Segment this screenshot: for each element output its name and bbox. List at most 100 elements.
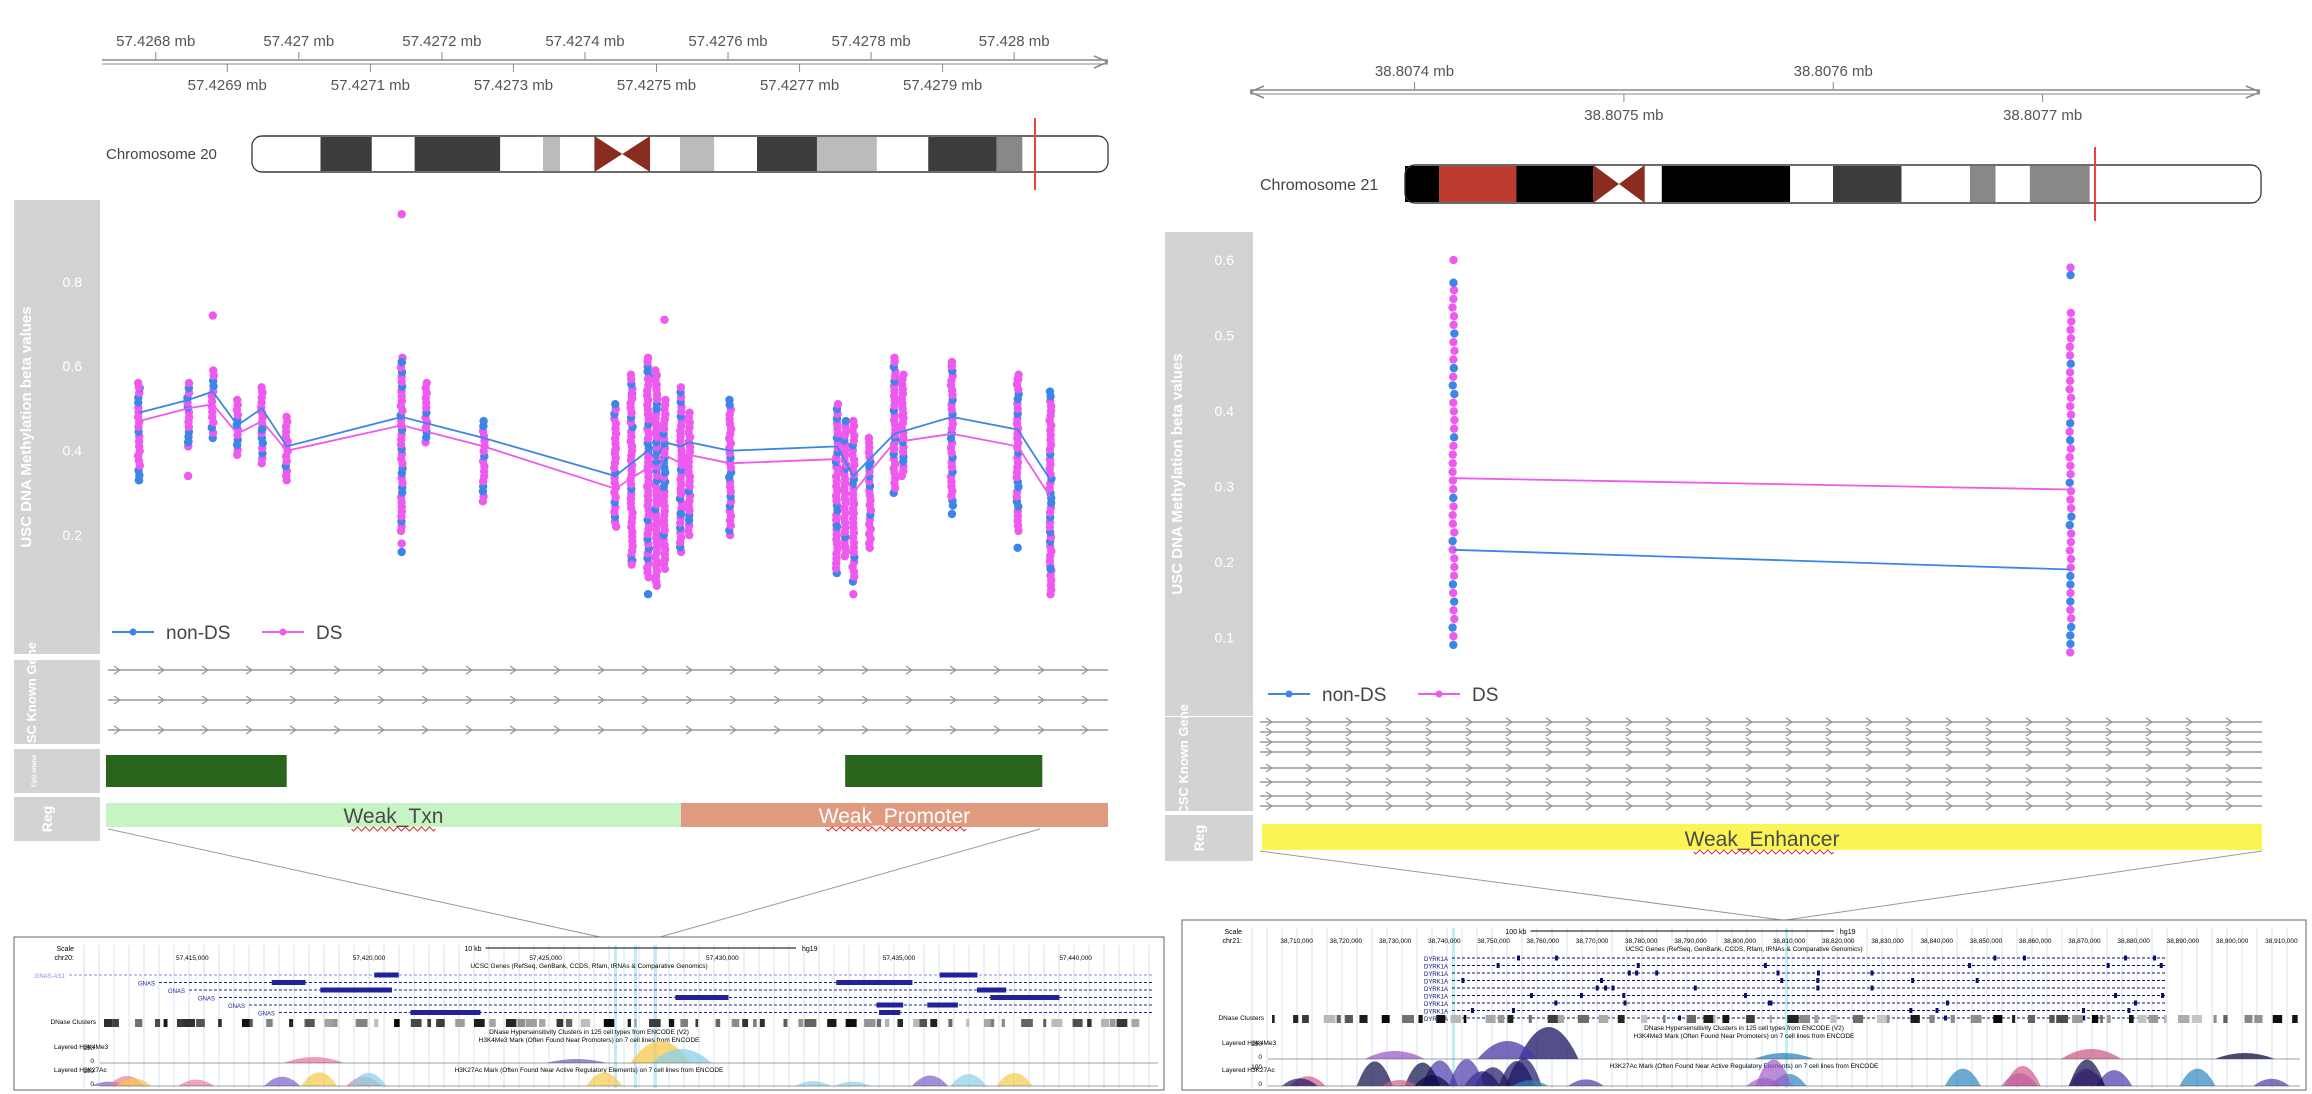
non-ds-point <box>1449 640 1458 650</box>
ds-point <box>1450 562 1459 572</box>
browser-dnase-cluster <box>163 1019 168 1027</box>
browser-dnase-cluster <box>1293 1015 1299 1023</box>
browser-h3k27ac-peak <box>2069 1059 2106 1086</box>
browser-coord: 57,435,000 <box>883 955 916 962</box>
ds-point <box>661 395 670 405</box>
strand-chevron <box>1265 717 1274 727</box>
zoom-line <box>1259 850 1783 921</box>
spellcheck-underline <box>351 826 436 832</box>
browser-dnase-cluster <box>731 1019 740 1027</box>
y-tick-label: 0.4 <box>1215 403 1235 419</box>
strand-chevron <box>1545 747 1554 757</box>
ds-point <box>2065 368 2075 377</box>
left-chromosome-label: Chromosome 20 <box>106 146 217 163</box>
browser-dnase-cluster <box>1787 1015 1799 1023</box>
strand-chevron <box>1785 801 1794 811</box>
strand-chevron <box>1585 791 1594 801</box>
browser-exon <box>2161 993 2165 998</box>
strand-chevron <box>1905 737 1914 747</box>
strand-chevron <box>2065 777 2074 787</box>
ds-point <box>2066 563 2075 572</box>
strand-chevron <box>465 725 474 735</box>
browser-gene-name: GNAS <box>198 997 215 1003</box>
strand-chevron <box>201 695 210 705</box>
axis-tick-label: 38.8077 mb <box>2003 107 2082 124</box>
left-cpg-track-label: CpG island <box>32 755 38 787</box>
strand-chevron <box>2105 791 2114 801</box>
strand-chevron <box>1745 717 1754 727</box>
non-ds-point <box>725 395 734 405</box>
browser-dnase-cluster <box>2056 1015 2069 1023</box>
strand-chevron <box>1985 747 1994 757</box>
strand-chevron <box>1865 763 1874 773</box>
axis-tick-label: 57.4279 mb <box>903 77 982 94</box>
strand-chevron <box>1305 777 1314 787</box>
right-reg-track-label: Reg <box>1191 825 1207 851</box>
y-tick-label: 0.2 <box>63 527 83 543</box>
strand-chevron <box>1505 717 1514 727</box>
strand-chevron <box>1745 777 1754 787</box>
browser-dnase-cluster <box>1485 1015 1496 1023</box>
strand-chevron <box>2065 727 2074 737</box>
y-tick-label: 0.6 <box>1215 252 1235 268</box>
browser-exon <box>1993 955 1997 961</box>
browser-dnase-cluster <box>1557 1015 1565 1023</box>
strand-chevron <box>1865 727 1874 737</box>
browser-dnase-cluster <box>715 1019 721 1027</box>
left-genome-axis: 57.4268 mb 57.427 mb 57.4272 mb 57.4274 mb 5… <box>102 33 1109 94</box>
browser-dnase-cluster <box>983 1019 993 1027</box>
strand-chevron <box>1625 747 1634 757</box>
browser-exon <box>2153 955 2157 961</box>
ds-point <box>849 416 858 426</box>
strand-chevron <box>1905 777 1914 787</box>
browser-dnase-cluster <box>827 1019 837 1027</box>
browser-exon <box>939 972 978 978</box>
right-panel: 38.8074 mb 38.8076 mb 38.8075 mb 38.8077 mb… <box>1165 63 2307 1091</box>
browser-exon <box>1555 955 1559 961</box>
strand-chevron <box>1305 717 1314 727</box>
strand-chevron <box>2185 777 2194 787</box>
strand-chevron <box>1425 747 1434 757</box>
left-cpg-track-bg <box>14 749 100 793</box>
browser-dnase-cluster <box>798 1019 804 1027</box>
browser-h3k27ac-peak <box>1281 1078 1318 1086</box>
strand-chevron <box>2025 763 2034 773</box>
ds-point <box>1450 346 1459 356</box>
browser-scale-tick: 150 <box>1251 1041 1262 1048</box>
browser-exon <box>1743 993 1747 998</box>
browser-chrom-label: chr20: <box>55 955 75 962</box>
strand-chevron <box>1265 801 1274 811</box>
browser-gene-name: DYRK1A <box>1424 987 1448 993</box>
browser-dnase-cluster <box>884 1019 890 1027</box>
non-ds-point <box>2067 512 2076 521</box>
strand-chevron <box>2145 763 2154 773</box>
browser-dnase-cluster <box>2100 1015 2103 1023</box>
browser-dnase-cluster <box>1910 1015 1920 1023</box>
ds-point <box>2066 469 2075 479</box>
browser-exon <box>1693 985 1697 991</box>
spellcheck-underline <box>1693 849 1835 855</box>
chromosome-band <box>1790 166 1833 202</box>
browser-gene-name: GNAS <box>228 1004 245 1010</box>
browser-exon <box>1769 1000 1773 1006</box>
non-ds-point <box>832 522 842 531</box>
ds-point <box>1449 398 1458 407</box>
browser-dnase-cluster <box>177 1019 186 1027</box>
browser-genes-title: UCSC Genes (RefSeq, GenBank, CCDS, Rfam,… <box>470 963 707 970</box>
chromosome-band <box>714 137 758 171</box>
strand-chevron <box>817 725 826 735</box>
regulatory-region <box>106 803 681 827</box>
strand-chevron <box>1825 727 1834 737</box>
browser-coord: 38,820,000 <box>1822 938 1855 945</box>
ds-point <box>643 353 653 362</box>
strand-chevron <box>2105 801 2114 811</box>
browser-h3k27ac-peak <box>1474 1067 1511 1086</box>
strand-chevron <box>113 695 122 705</box>
browser-h3k27ac-peak <box>1414 1075 1451 1086</box>
strand-chevron <box>905 665 914 675</box>
strand-chevron <box>1465 763 1474 773</box>
zoom-line <box>1785 850 2263 921</box>
left-panel: 57.4268 mb 57.427 mb 57.4272 mb 57.4274 mb 5… <box>13 33 1165 1091</box>
strand-chevron <box>1345 791 1354 801</box>
